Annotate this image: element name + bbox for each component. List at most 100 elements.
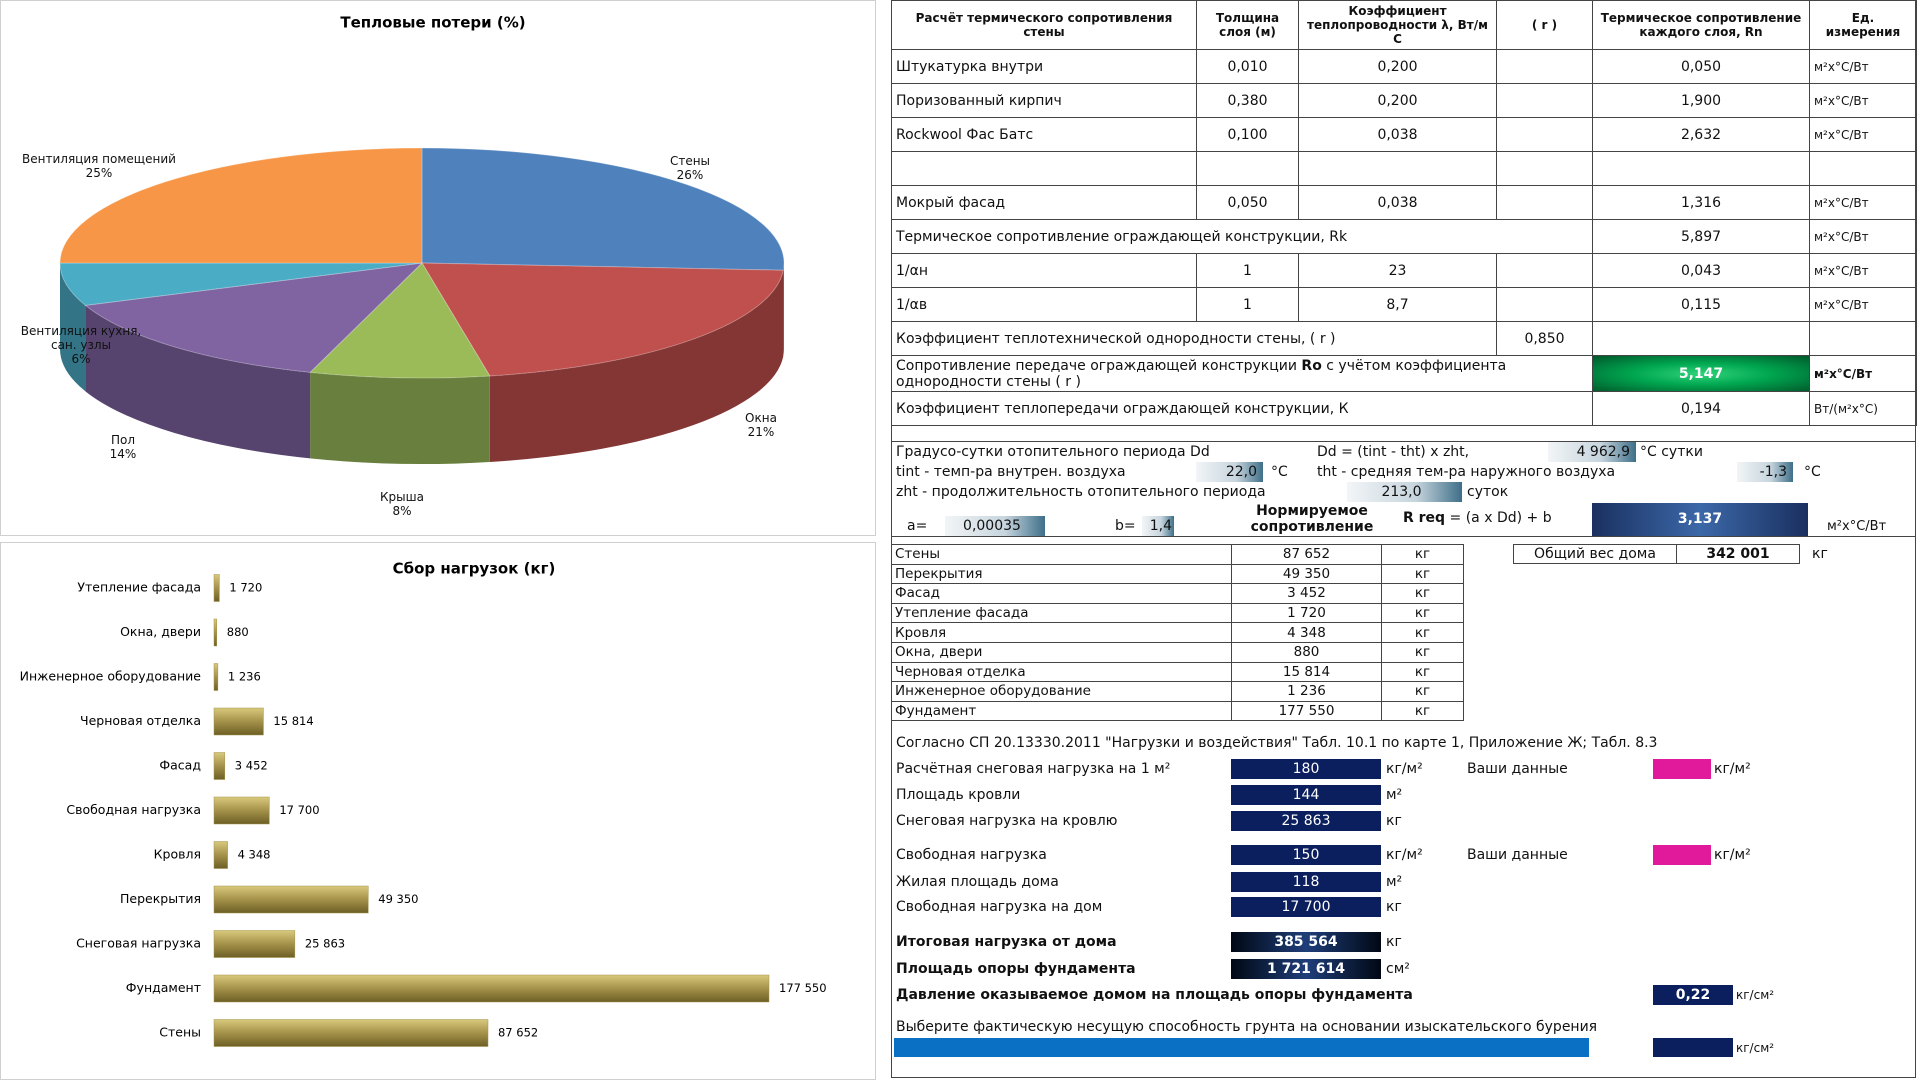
- load-unit: кг: [1381, 583, 1464, 604]
- load-unit: кг: [1381, 622, 1464, 643]
- snow-label: Площадь опоры фундамента: [896, 961, 1136, 977]
- y-tick-label: Снеговая нагрузка: [76, 936, 201, 951]
- snow-value: 150: [1231, 845, 1381, 865]
- load-value: 4 348: [1231, 622, 1382, 643]
- snow-label: Свободная нагрузка: [896, 847, 1047, 863]
- pie-slice: [421, 147, 785, 271]
- snow-unit: м²: [1386, 787, 1403, 803]
- pie-value-label: 21%: [747, 425, 775, 439]
- text: Градусо-сутки отопительного периода Dd: [896, 444, 1210, 460]
- header-cell: ( r ): [1496, 0, 1593, 50]
- table-cell: [1592, 151, 1810, 186]
- load-name: Перекрытия: [891, 563, 1232, 585]
- y-tick-label: Стены: [159, 1025, 201, 1040]
- table-cell: 0,380: [1196, 83, 1299, 118]
- table-cell: м²х°С/Вт: [1809, 355, 1917, 392]
- header-row: Расчёт термического сопротивления стены Т…: [891, 0, 1917, 50]
- bar: [213, 930, 296, 958]
- load-row: Окна, двери 880 кг: [891, 641, 1464, 663]
- bar-value-label: 880: [227, 625, 249, 639]
- pie-label: Стены 26%: [610, 154, 770, 182]
- pie-value-label: 25%: [85, 166, 113, 180]
- snow-unit: м²: [1386, 874, 1403, 890]
- text: Давление оказываемое домом на площадь оп…: [896, 987, 1413, 1003]
- table-cell: Поризованный кирпич: [891, 83, 1197, 118]
- text: °С: [1804, 464, 1821, 480]
- snow-label: Итоговая нагрузка от дома: [896, 934, 1117, 950]
- pie-category: Крыша: [380, 490, 424, 504]
- table-cell: м²х°С/Вт: [1809, 253, 1917, 288]
- load-value: 87 652: [1231, 544, 1382, 565]
- snow-value: 180: [1231, 759, 1381, 779]
- table-cell: 1,316: [1592, 185, 1810, 220]
- text: кг/см²: [1736, 988, 1775, 1002]
- load-value: 15 814: [1231, 661, 1382, 683]
- pie-slice-side: [310, 372, 490, 464]
- table-cell: [1496, 49, 1593, 84]
- soil-select[interactable]: [894, 1038, 1589, 1057]
- table-cell: 2,632: [1592, 117, 1810, 152]
- text: Нормируемое сопротивление: [1250, 503, 1374, 535]
- bar: [213, 752, 226, 780]
- soil-value: [1653, 1038, 1733, 1057]
- text: 4 962,9: [1548, 442, 1636, 462]
- text: 22,0: [1196, 462, 1263, 482]
- y-tick-label: Инженерное оборудование: [20, 669, 202, 684]
- table-cell: [1496, 185, 1593, 220]
- input-box[interactable]: [1653, 759, 1711, 779]
- bar: [213, 841, 228, 869]
- snow-value: 144: [1231, 785, 1381, 805]
- load-unit: кг: [1381, 641, 1464, 663]
- bar-value-label: 25 863: [305, 937, 345, 951]
- table-cell: [1496, 253, 1593, 288]
- load-value: 177 550: [1231, 700, 1382, 722]
- table-cell: 0,038: [1298, 185, 1497, 220]
- text: a=: [907, 518, 928, 534]
- y-tick-label: Кровля: [154, 847, 201, 862]
- snow-value: 118: [1231, 872, 1381, 892]
- table-cell: 23: [1298, 253, 1497, 288]
- table-cell: 1: [1196, 287, 1299, 322]
- snow-unit: см²: [1386, 961, 1410, 977]
- pie-category: Вентиляция помещений: [22, 152, 176, 166]
- snow-label: Расчётная снеговая нагрузка на 1 м²: [896, 761, 1171, 777]
- pie-value-label: 8%: [392, 504, 412, 518]
- load-value: 49 350: [1231, 563, 1382, 585]
- pie-slice-side: [60, 263, 86, 392]
- pie-value-label: 14%: [109, 447, 137, 461]
- snow-unit: кг: [1386, 813, 1402, 829]
- table-cell: Термическое сопротивление ограждающей ко…: [891, 219, 1593, 254]
- table-cell: Вт/(м²х°С): [1809, 391, 1917, 426]
- text: кг/см²: [1736, 1041, 1775, 1055]
- pie-chart: Тепловые потери (%): [59, 14, 785, 464]
- snow-value: 385 564: [1231, 932, 1381, 952]
- input-box[interactable]: [1653, 845, 1711, 865]
- table-cell: м²х°С/Вт: [1809, 49, 1917, 84]
- table-cell: 0,038: [1298, 117, 1497, 152]
- text: кг/м²: [1714, 761, 1751, 777]
- pie-label: Вентиляция кухня, сан. узлы 6%: [11, 324, 151, 366]
- tbody: Стены 87 652 кг Перекрытия 49 350 кг Фасад 3 45…: [891, 544, 1464, 722]
- y-tick-label: Черновая отделка: [80, 713, 201, 728]
- table-cell: [891, 151, 1197, 186]
- text: tint - темп-ра внутрен. воздуха: [896, 464, 1126, 480]
- table-cell: 0,050: [1592, 49, 1810, 84]
- table-cell: 5,897: [1592, 219, 1810, 254]
- text: Общий вес дома: [1514, 545, 1677, 563]
- table-row: Мокрый фасад 0,050 0,038 1,316 м²х°С/Вт: [891, 185, 1917, 220]
- snow-value: 17 700: [1231, 897, 1381, 917]
- pie-slice: [59, 147, 423, 264]
- y-tick-label: Утепление фасада: [77, 580, 201, 595]
- pie-category: Вентиляция кухня, сан. узлы: [20, 324, 142, 352]
- load-value: 3 452: [1231, 583, 1382, 604]
- table-cell: [1496, 287, 1593, 322]
- bar: [213, 1019, 489, 1047]
- table-cell: 0,050: [1196, 185, 1299, 220]
- load-name: Стены: [891, 544, 1232, 565]
- bar: [213, 663, 219, 691]
- load-value: 880: [1231, 641, 1382, 663]
- loads-table: Стены 87 652 кг Перекрытия 49 350 кг Фасад 3 45…: [891, 544, 1464, 722]
- load-name: Окна, двери: [891, 641, 1232, 663]
- table-cell: Коэффициент теплотехнической однородност…: [891, 321, 1497, 356]
